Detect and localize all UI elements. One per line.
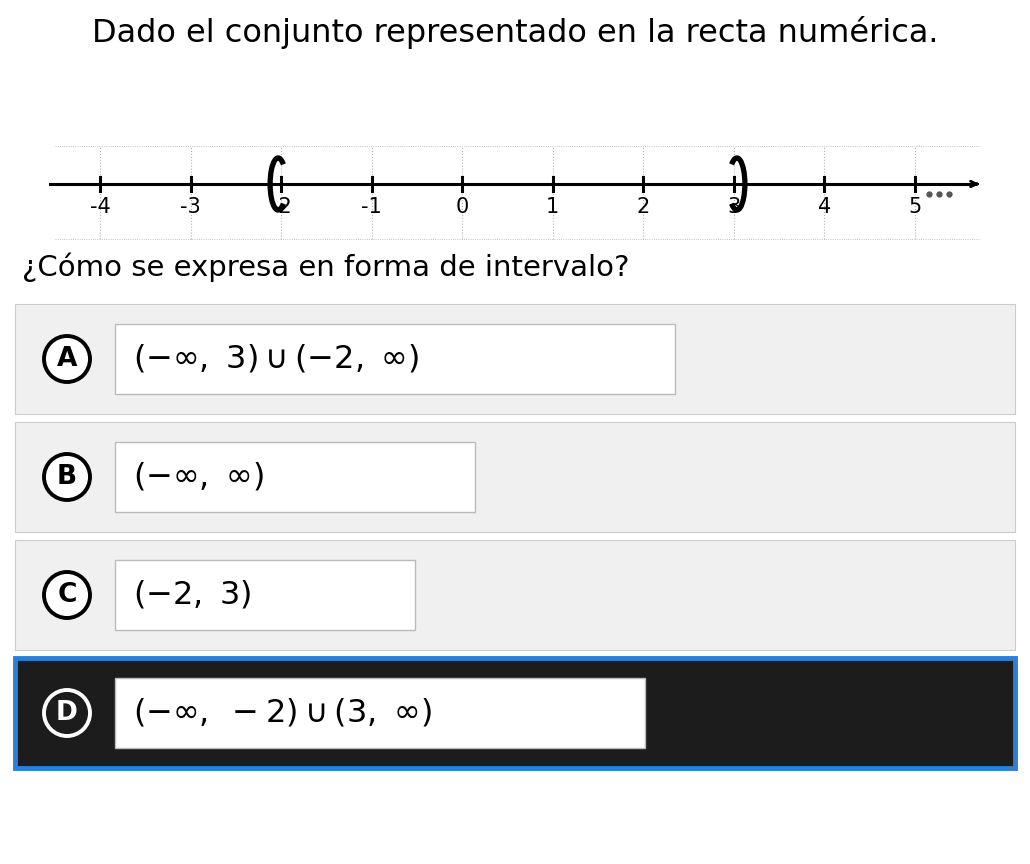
Text: -3: -3 xyxy=(180,197,201,217)
Text: ¿Cómo se expresa en forma de intervalo?: ¿Cómo se expresa en forma de intervalo? xyxy=(22,252,629,282)
Text: 2: 2 xyxy=(637,197,650,217)
Circle shape xyxy=(44,454,90,500)
Text: Dado el conjunto representado en la recta numérica.: Dado el conjunto representado en la rect… xyxy=(92,16,938,49)
Text: 3: 3 xyxy=(727,197,741,217)
Text: 0: 0 xyxy=(455,197,469,217)
FancyBboxPatch shape xyxy=(115,324,675,394)
Circle shape xyxy=(44,690,90,736)
Text: $( - \infty ,\ -2) \cup (3,\ \infty )$: $( - \infty ,\ -2) \cup (3,\ \infty )$ xyxy=(133,697,432,729)
Circle shape xyxy=(44,336,90,382)
Text: -2: -2 xyxy=(271,197,291,217)
Text: C: C xyxy=(58,582,76,608)
Text: 1: 1 xyxy=(546,197,559,217)
Bar xyxy=(15,422,1015,532)
Text: 4: 4 xyxy=(818,197,831,217)
FancyBboxPatch shape xyxy=(115,677,645,748)
Text: 5: 5 xyxy=(908,197,922,217)
Text: $( - \infty ,\ \infty )$: $( - \infty ,\ \infty )$ xyxy=(133,461,264,493)
Bar xyxy=(15,658,1015,768)
Text: B: B xyxy=(57,464,77,490)
Text: -1: -1 xyxy=(362,197,382,217)
FancyBboxPatch shape xyxy=(115,560,415,630)
FancyBboxPatch shape xyxy=(115,442,475,512)
Text: $( - \infty ,\ 3) \cup ( - 2,\ \infty )$: $( - \infty ,\ 3) \cup ( - 2,\ \infty )$ xyxy=(133,343,419,375)
Bar xyxy=(15,304,1015,414)
Text: $( - 2,\ 3)$: $( - 2,\ 3)$ xyxy=(133,579,251,611)
Circle shape xyxy=(44,572,90,618)
Bar xyxy=(15,540,1015,650)
Text: D: D xyxy=(56,700,78,726)
Text: A: A xyxy=(57,346,77,372)
Text: -4: -4 xyxy=(90,197,110,217)
